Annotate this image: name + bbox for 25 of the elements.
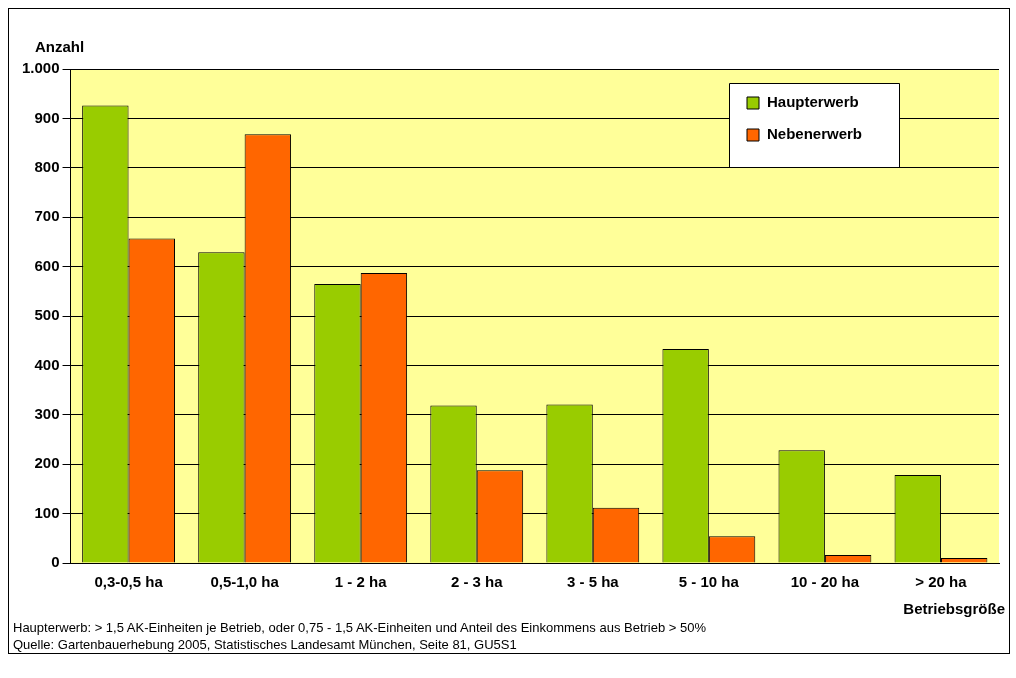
text: Haupterwerb: > 1,5 AK-Einheiten je Betrieb, oder 0,75 - 1,5 AK-Einheiten und Anteil des Einkommens aus Betrieb > 50% bbox=[12, 619, 708, 636]
legend-label: Nebenerwerb bbox=[767, 125, 863, 143]
x-tick-label: 0,3-0,5 ha bbox=[94, 573, 164, 591]
x-tick-label: 10 - 20 ha bbox=[790, 573, 860, 591]
x-axis-title: Betriebsgröße bbox=[903, 599, 1005, 617]
y-tick-label: 700 bbox=[34, 207, 60, 225]
y-tick-label: 500 bbox=[34, 306, 60, 324]
y-tick-label: 900 bbox=[34, 108, 60, 126]
y-tick-label: 300 bbox=[34, 404, 60, 422]
x-tick-label: 0,5-1,0 ha bbox=[210, 573, 280, 591]
y-tick-label: 1.000 bbox=[21, 59, 60, 77]
x-tick-label: 1 - 2 ha bbox=[334, 573, 388, 591]
legend-label: Haupterwerb bbox=[767, 93, 859, 111]
x-tick-label: > 20 ha bbox=[915, 573, 968, 591]
y-tick-label: 200 bbox=[34, 454, 60, 472]
y-tick-label: 0 bbox=[51, 553, 60, 571]
x-tick-label: 2 - 3 ha bbox=[450, 573, 504, 591]
y-axis-title: Anzahl bbox=[35, 37, 85, 55]
y-tick-label: 400 bbox=[34, 355, 60, 373]
y-tick-label: 100 bbox=[34, 503, 60, 521]
x-tick-label: 3 - 5 ha bbox=[566, 573, 620, 591]
x-tick-label: 5 - 10 ha bbox=[678, 573, 740, 591]
y-tick-label: 800 bbox=[34, 157, 60, 175]
y-tick-label: 600 bbox=[34, 256, 60, 274]
source-note: Quelle: Gartenbauerhebung 2005, Statistisches Landesamt München, Seite 81, GU5S1 bbox=[12, 636, 518, 653]
